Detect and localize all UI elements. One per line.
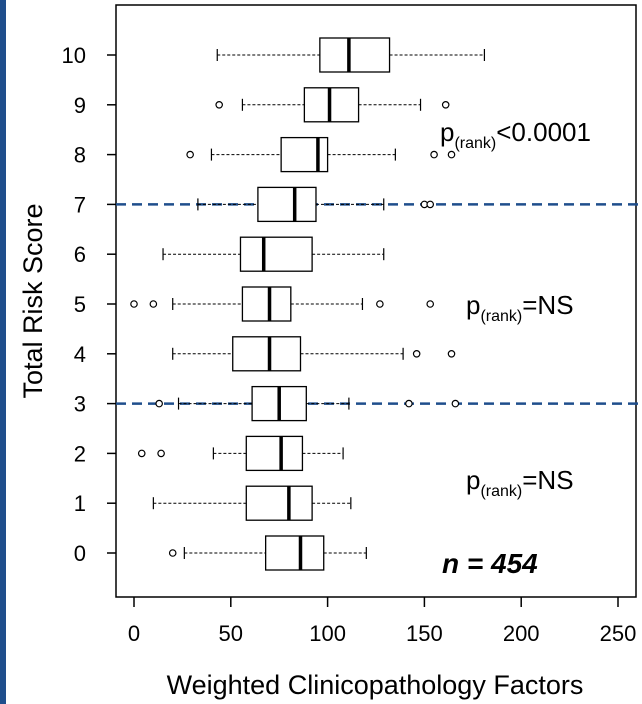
outlier-5-2: [376, 300, 384, 308]
y-axis: 0 1 2 3 4 5 6 7 8 9 10: [62, 43, 116, 566]
outlier-3-2: [451, 399, 460, 408]
box-2: [137, 435, 344, 472]
y-tick-label-1: 1: [74, 491, 86, 516]
box-6: [162, 236, 385, 272]
outlier-9-1: [441, 101, 450, 109]
outlier-7-1: [426, 200, 435, 209]
box-4: [172, 336, 456, 372]
accent-bar: [0, 0, 6, 704]
x-tick-label-200: 200: [503, 621, 540, 646]
outlier-5-0: [130, 300, 138, 308]
y-tick-label-5: 5: [74, 292, 86, 317]
x-axis-title: Weighted Clinicopathology Factors: [167, 670, 584, 700]
iqr-box-2: [245, 435, 304, 472]
box-1: [152, 485, 352, 521]
box-8: [186, 136, 456, 173]
y-tick-label-7: 7: [74, 192, 86, 217]
iqr-box-6: [239, 236, 313, 272]
box-0: [168, 535, 367, 571]
outlier-4-1: [447, 349, 456, 358]
box-series: [130, 37, 486, 571]
outlier-8-2: [447, 150, 456, 159]
y-tick-label-8: 8: [74, 143, 86, 168]
annotation-p-rank-top: p(rank)<0.0001: [440, 117, 591, 152]
outlier-8-0: [186, 150, 194, 159]
annotation-p-rank-bottom: p(rank)=NS: [466, 465, 574, 500]
y-axis-title: Total Risk Score: [18, 203, 48, 398]
box-3: [155, 385, 460, 422]
iqr-box-5: [241, 286, 292, 322]
outlier-4-0: [412, 349, 421, 358]
box-9: [215, 87, 450, 123]
annotation-p-rank-middle: p(rank)=NS: [466, 290, 574, 325]
outlier-3-0: [155, 399, 163, 408]
outlier-5-3: [426, 300, 435, 308]
iqr-box-0: [264, 535, 325, 571]
outlier-0-0: [168, 549, 177, 557]
x-tick-label-150: 150: [406, 621, 443, 646]
box-7: [197, 186, 435, 223]
box-5: [130, 286, 435, 322]
x-tick-label-250: 250: [600, 621, 637, 646]
sample-size-label: n = 454: [442, 548, 538, 579]
outlier-2-0: [137, 449, 146, 458]
box-10: [216, 37, 486, 73]
outlier-9-0: [215, 101, 223, 109]
iqr-box-9: [303, 87, 360, 123]
x-tick-label-100: 100: [309, 621, 346, 646]
y-tick-label-9: 9: [74, 93, 86, 118]
iqr-box-1: [245, 485, 313, 521]
y-tick-label-2: 2: [74, 441, 86, 466]
y-tick-label-0: 0: [74, 541, 86, 566]
outlier-5-1: [149, 300, 158, 308]
x-tick-label-50: 50: [219, 621, 243, 646]
y-tick-label-4: 4: [74, 342, 86, 367]
y-tick-label-3: 3: [74, 392, 86, 417]
plot-frame: [115, 4, 637, 598]
iqr-box-4: [232, 336, 302, 372]
outlier-2-1: [157, 449, 165, 458]
x-tick-label-0: 0: [128, 621, 140, 646]
iqr-box-10: [319, 37, 391, 73]
iqr-box-7: [257, 186, 317, 223]
outlier-3-1: [405, 399, 413, 408]
outlier-8-1: [430, 150, 438, 159]
y-tick-label-10: 10: [62, 43, 86, 68]
y-tick-label-6: 6: [74, 242, 86, 267]
x-axis: 0 50 100 150 200 250: [128, 597, 636, 646]
iqr-box-8: [280, 136, 329, 173]
